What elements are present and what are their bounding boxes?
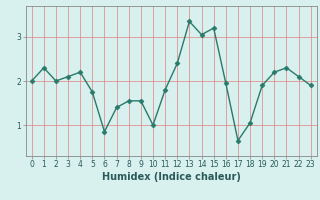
X-axis label: Humidex (Indice chaleur): Humidex (Indice chaleur) <box>102 172 241 182</box>
